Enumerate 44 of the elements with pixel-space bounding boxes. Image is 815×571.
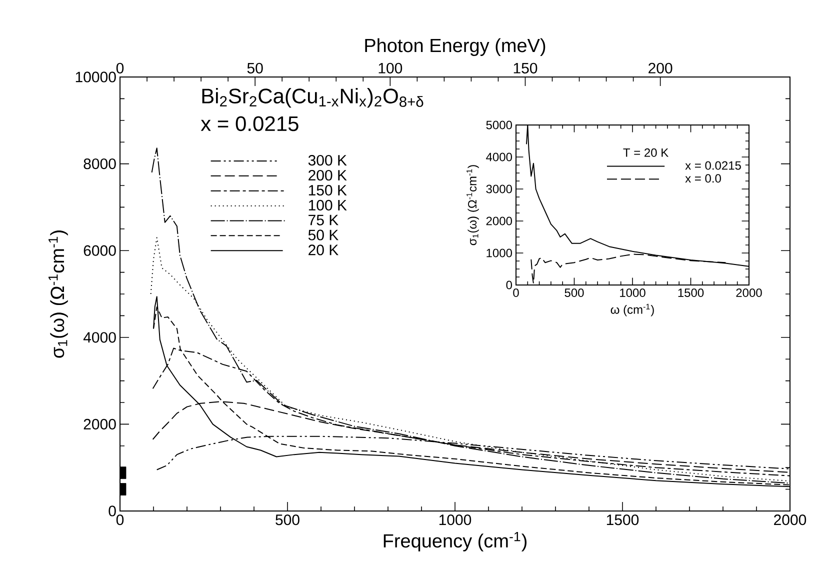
y-tick-label: 0 [108, 506, 116, 516]
legend-label: 150 K [308, 184, 347, 196]
x-tick-label: 1000 [620, 288, 646, 298]
x2-tick-label: 50 [247, 62, 263, 74]
x-tick-label: 1000 [439, 514, 472, 526]
x2-tick-label: 0 [116, 62, 124, 74]
x-tick-label: 2000 [774, 514, 806, 526]
legend-label: x = 0.0215 [685, 161, 741, 170]
legend-label: 100 K [308, 200, 347, 211]
x-tick-label: 0 [116, 514, 124, 526]
y-tick-label: 3000 [486, 184, 512, 194]
y-tick-label: 4000 [486, 152, 512, 162]
y-tick-label: 4000 [83, 332, 116, 343]
legend-label: 200 K [308, 170, 347, 181]
x2-tick-label: 150 [514, 62, 538, 74]
y-tick-label: 8000 [84, 158, 116, 170]
x-tick-label: 500 [276, 514, 300, 526]
y-tick-label: 0 [506, 280, 512, 290]
y-tick-label: 2000 [84, 418, 116, 430]
y-tick-label: 1000 [486, 248, 512, 258]
legend-label: 300 K [308, 154, 347, 166]
y-tick-label: 2000 [486, 216, 512, 226]
legend-label: 75 K [308, 214, 338, 226]
x-axis-title: ω (cm$^{-1}$) [610, 304, 654, 316]
text: Bi$_{2}$Sr$_{2}$Ca(Cu$_{1-x}$Ni$_{x}$)$_{2}$O$_{8+δ}$ [202, 88, 424, 108]
annotation: x = 0.0215 [200, 116, 298, 132]
x-tick-label: 0 [513, 288, 519, 298]
legend-title: T = 20 K [623, 148, 668, 157]
y-axis-title: σ$_{1}$(ω) (Ω$^{-1}$cm$^{-1}$) [466, 165, 479, 246]
x-tick-label: 500 [564, 288, 584, 298]
x-tick-label: 2000 [736, 288, 762, 298]
x-axis-title: Frequency (cm$^{-1}$) [384, 532, 526, 552]
y-axis-title: σ$_{1}$(ω) (Ω$^{-1}$cm$^{-1}$) [48, 230, 68, 358]
x2-tick-label: 200 [648, 62, 672, 74]
y-tick-label: 6000 [84, 245, 116, 256]
legend-label: 50 K [308, 230, 338, 240]
legend-label: x = 0.0 [685, 174, 721, 183]
y-tick-label: 5000 [486, 120, 512, 130]
legend-label: 20 K [308, 244, 338, 256]
x-tick-label: 1500 [678, 288, 704, 298]
x-tick-label: 1500 [606, 514, 639, 526]
x2-axis-title: Photon Energy (meV) [365, 38, 546, 56]
x2-tick-label: 100 [378, 62, 402, 74]
y-tick-label: 10000 [76, 72, 116, 82]
